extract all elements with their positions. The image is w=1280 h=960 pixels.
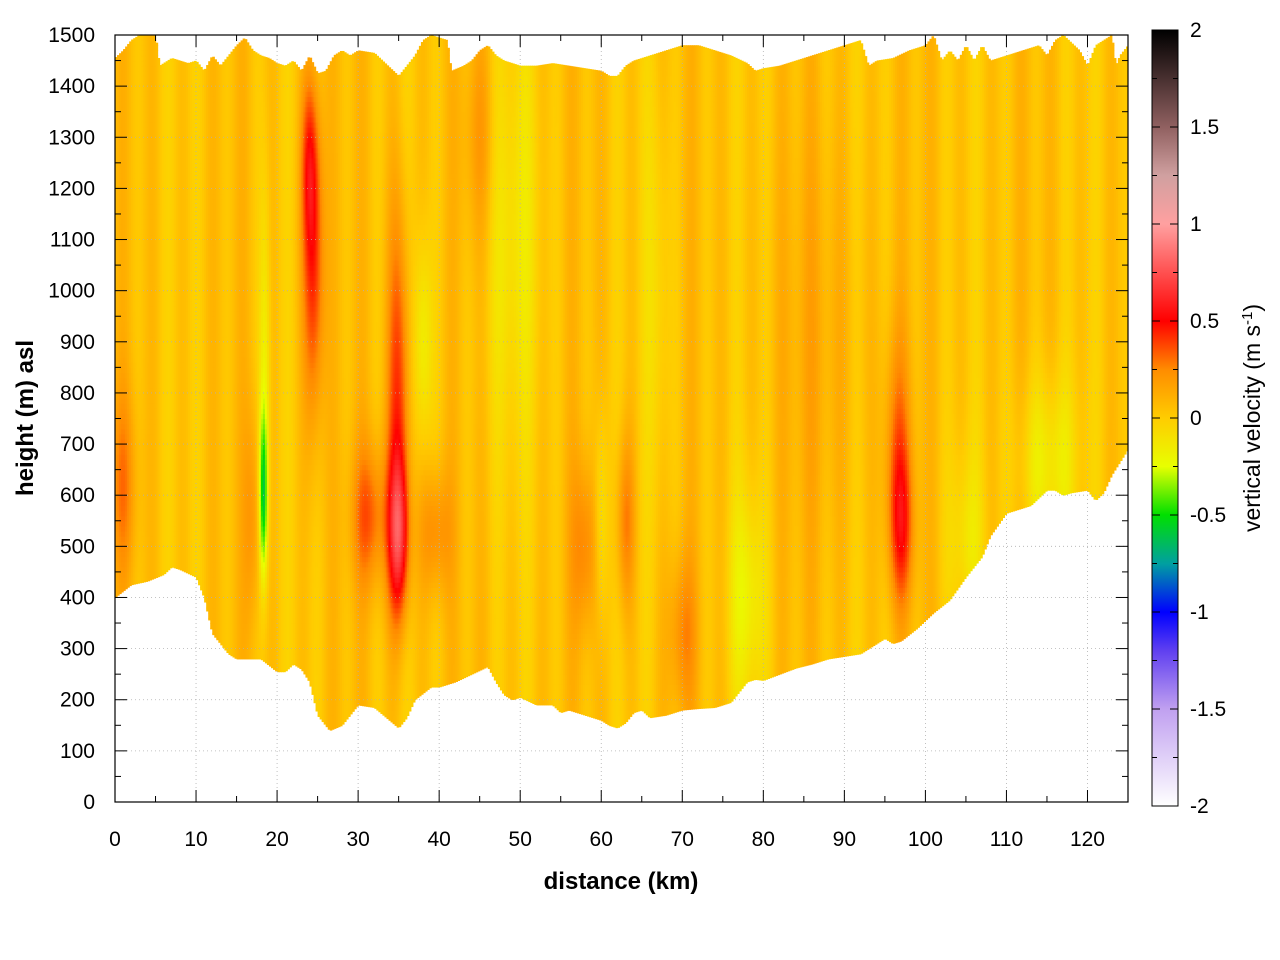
field-cell bbox=[156, 45, 159, 51]
field-cell bbox=[156, 50, 159, 56]
field-cell bbox=[158, 58, 161, 61]
field-cell bbox=[156, 43, 159, 46]
velocity-field bbox=[115, 35, 1129, 731]
